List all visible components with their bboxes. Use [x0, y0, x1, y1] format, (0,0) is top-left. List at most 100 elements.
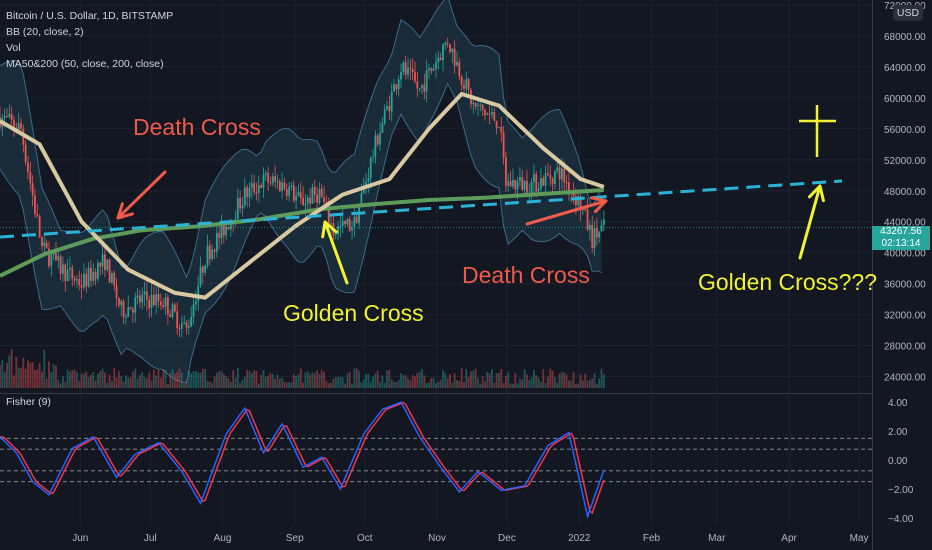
volume-bar	[444, 372, 447, 388]
volume-bar	[83, 373, 85, 388]
x-tick-label: 2022	[568, 533, 591, 544]
volume-bar	[402, 375, 405, 388]
candle-body	[316, 194, 318, 203]
volume-bar	[229, 381, 232, 388]
candle-body	[271, 176, 274, 184]
volume-bar	[17, 367, 20, 388]
candle-body	[446, 42, 449, 45]
volume-bar	[248, 370, 251, 388]
volume-bar	[281, 377, 284, 388]
candle-body	[355, 216, 358, 224]
volume-bar	[290, 382, 293, 388]
candle-body	[467, 79, 470, 90]
candle-body	[402, 62, 405, 73]
volume-bar	[250, 372, 253, 388]
candle-body	[330, 223, 332, 225]
candle-body	[586, 209, 589, 230]
volume-bar	[379, 381, 381, 388]
candle-body	[71, 267, 74, 279]
volume-bar	[362, 379, 365, 388]
volume-bar	[29, 362, 32, 388]
currency-badge[interactable]: USD	[893, 5, 923, 21]
volume-bar	[561, 372, 563, 388]
last-price-value: 43267.56	[880, 226, 922, 237]
ma50-line	[0, 92, 605, 300]
volume-bar	[6, 362, 8, 388]
candle-body	[257, 184, 260, 193]
volume-bar	[542, 369, 545, 388]
volume-bar	[87, 376, 90, 388]
y-tick-label: 48000.00	[884, 187, 926, 198]
candle-body	[253, 183, 256, 193]
volume-bar	[267, 375, 270, 388]
ma200-line	[0, 188, 605, 278]
candle-body	[178, 328, 181, 330]
candle-body	[66, 269, 69, 282]
legend-vol[interactable]: Vol	[6, 42, 21, 54]
candle-body	[229, 220, 232, 230]
candle-body	[264, 172, 267, 175]
volume-bar	[588, 379, 591, 388]
volume-bar	[602, 374, 605, 388]
volume-bar	[127, 377, 130, 388]
candle-body	[104, 254, 106, 270]
candle-body	[120, 301, 123, 306]
candle-body	[334, 234, 337, 236]
volume-bar	[239, 383, 242, 388]
candle-body	[57, 256, 60, 261]
candle-body	[495, 120, 498, 128]
candle-body	[111, 273, 113, 283]
volume-bar	[346, 373, 349, 388]
candle-body	[43, 242, 46, 247]
y-tick-label: 60000.00	[884, 94, 926, 105]
volume-bar	[71, 369, 74, 388]
candle-body	[372, 157, 374, 159]
volume-bar	[41, 371, 43, 388]
volume-bar	[157, 370, 160, 388]
candle-body	[255, 192, 258, 194]
volume-bar	[330, 382, 332, 388]
candle-body	[561, 168, 563, 180]
volume-bar	[348, 371, 351, 388]
candle-body	[152, 295, 155, 306]
volume-bar	[514, 373, 517, 388]
volume-bar	[360, 382, 363, 388]
candle-body	[311, 187, 314, 204]
candle-body	[292, 185, 295, 201]
legend-symbol[interactable]: Bitcoin / U.S. Dollar, 1D, BITSTAMP	[6, 10, 174, 22]
volume-bar	[365, 373, 367, 388]
candle-body	[306, 197, 309, 204]
candle-body	[31, 183, 34, 196]
volume-bar	[113, 368, 116, 388]
volume-bar	[1, 359, 4, 388]
volume-bar	[500, 368, 503, 388]
candle-body	[542, 177, 545, 186]
candle-body	[414, 72, 416, 82]
candle-body	[386, 105, 388, 110]
legend-ma[interactable]: MA50&200 (50, close, 200, close)	[6, 58, 164, 70]
x-tick-label: May	[850, 533, 869, 544]
bollinger-upper	[0, 0, 602, 279]
volume-bar	[423, 375, 426, 388]
candle-body	[187, 326, 190, 328]
candle-body	[45, 242, 48, 249]
volume-bar	[120, 375, 123, 388]
candle-body	[64, 264, 67, 282]
legend-bb[interactable]: BB (20, close, 2)	[6, 26, 84, 38]
candle-body	[92, 271, 95, 282]
volume-bar	[283, 381, 286, 388]
fisher-legend[interactable]: Fisher (9)	[6, 396, 51, 408]
candle-body	[162, 305, 165, 307]
volume-bar	[246, 370, 249, 388]
candle-body	[437, 57, 440, 63]
candle-body	[344, 220, 346, 225]
volume-bar	[598, 378, 601, 388]
candle-body	[169, 314, 172, 317]
volume-bar	[600, 368, 603, 388]
y-tick-label: 64000.00	[884, 63, 926, 74]
candle-body	[383, 109, 386, 124]
candle-body	[530, 182, 533, 194]
volume-bar	[274, 378, 277, 388]
volume-bar	[313, 373, 316, 388]
